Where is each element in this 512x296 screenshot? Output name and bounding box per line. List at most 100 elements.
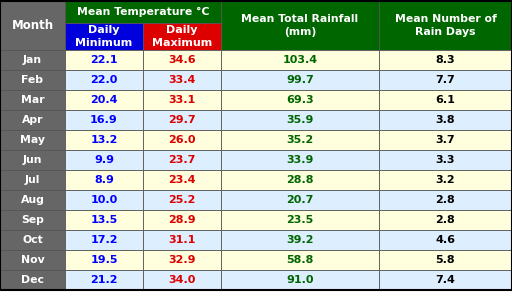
Bar [0,50,65,70]
Bar [143,50,221,70]
Bar [143,190,221,210]
Bar [221,170,379,190]
Bar [0,230,65,250]
Bar [143,23,221,50]
Text: 29.7: 29.7 [168,115,196,125]
Text: 7.4: 7.4 [436,275,456,285]
Text: Oct: Oct [22,235,43,245]
Text: 13.2: 13.2 [90,135,118,145]
Bar [0,170,65,190]
Bar [65,130,143,150]
Text: 58.8: 58.8 [286,255,314,265]
Text: Nov: Nov [20,255,45,265]
Text: 99.7: 99.7 [286,75,314,85]
Text: 3.2: 3.2 [436,175,455,185]
Bar [143,270,221,290]
Bar [0,190,65,210]
Bar [65,170,143,190]
Text: 7.7: 7.7 [436,75,455,85]
Text: 32.9: 32.9 [168,255,196,265]
Bar [0,250,65,270]
Bar [379,150,512,170]
Bar [0,210,65,230]
Bar [221,190,379,210]
Bar [379,190,512,210]
Bar [379,210,512,230]
Bar [221,70,379,90]
Bar [65,190,143,210]
Bar [221,130,379,150]
Text: Dec: Dec [21,275,44,285]
Text: Jul: Jul [25,175,40,185]
Bar [143,130,221,150]
Bar [65,23,143,50]
Text: Month: Month [11,19,54,32]
Text: 3.3: 3.3 [436,155,455,165]
Text: 2.8: 2.8 [436,195,455,205]
Text: 10.0: 10.0 [91,195,118,205]
Text: Mean Number of
Rain Days: Mean Number of Rain Days [395,14,497,37]
Bar [379,130,512,150]
Bar [65,210,143,230]
Text: 3.7: 3.7 [436,135,455,145]
Bar [0,270,65,290]
Text: Jan: Jan [23,55,42,65]
Bar [0,90,65,110]
Text: 9.9: 9.9 [94,155,114,165]
Bar [379,110,512,130]
Text: Daily
Minimum: Daily Minimum [75,25,133,48]
Bar [143,210,221,230]
Bar [143,230,221,250]
Bar [379,70,512,90]
Text: 20.4: 20.4 [90,95,118,105]
Bar [221,90,379,110]
Text: 6.1: 6.1 [436,95,456,105]
Text: 22.1: 22.1 [90,55,118,65]
Bar [65,1,221,23]
Bar [143,170,221,190]
Text: 21.2: 21.2 [90,275,118,285]
Bar [0,130,65,150]
Bar [221,210,379,230]
Text: 4.6: 4.6 [436,235,456,245]
Text: 33.4: 33.4 [168,75,196,85]
Bar [65,110,143,130]
Text: 8.3: 8.3 [436,55,455,65]
Text: 16.9: 16.9 [90,115,118,125]
Bar [143,70,221,90]
Bar [0,1,65,50]
Text: 5.8: 5.8 [436,255,455,265]
Bar [221,250,379,270]
Bar [65,270,143,290]
Text: 39.2: 39.2 [286,235,314,245]
Text: Sep: Sep [21,215,44,225]
Text: 34.0: 34.0 [168,275,196,285]
Bar [65,70,143,90]
Bar [221,110,379,130]
Bar [143,110,221,130]
Text: 34.6: 34.6 [168,55,196,65]
Bar [221,270,379,290]
Bar [0,70,65,90]
Text: 33.1: 33.1 [168,95,196,105]
Text: 31.1: 31.1 [168,235,196,245]
Text: 2.8: 2.8 [436,215,455,225]
Bar [379,170,512,190]
Bar [0,150,65,170]
Text: 23.7: 23.7 [168,155,196,165]
Text: Feb: Feb [22,75,44,85]
Bar [143,250,221,270]
Text: 23.4: 23.4 [168,175,196,185]
Bar [65,250,143,270]
Text: 103.4: 103.4 [283,55,317,65]
Bar [379,50,512,70]
Bar [379,90,512,110]
Bar [65,230,143,250]
Text: Apr: Apr [22,115,43,125]
Text: 91.0: 91.0 [286,275,314,285]
Bar [221,150,379,170]
Bar [0,110,65,130]
Text: 35.9: 35.9 [286,115,314,125]
Text: Mean Temperature °C: Mean Temperature °C [77,7,209,17]
Text: 8.9: 8.9 [94,175,114,185]
